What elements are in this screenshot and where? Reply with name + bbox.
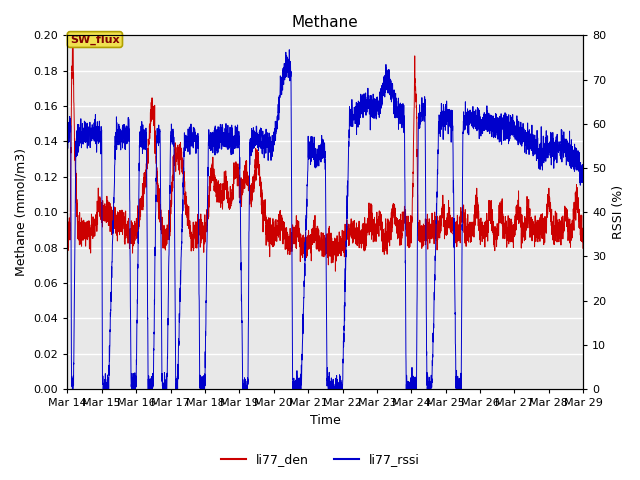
Title: Methane: Methane bbox=[292, 15, 358, 30]
Legend: li77_den, li77_rssi: li77_den, li77_rssi bbox=[216, 448, 424, 471]
X-axis label: Time: Time bbox=[310, 414, 340, 427]
Text: SW_flux: SW_flux bbox=[70, 35, 120, 45]
Y-axis label: Methane (mmol/m3): Methane (mmol/m3) bbox=[15, 148, 28, 276]
Y-axis label: RSSI (%): RSSI (%) bbox=[612, 185, 625, 239]
